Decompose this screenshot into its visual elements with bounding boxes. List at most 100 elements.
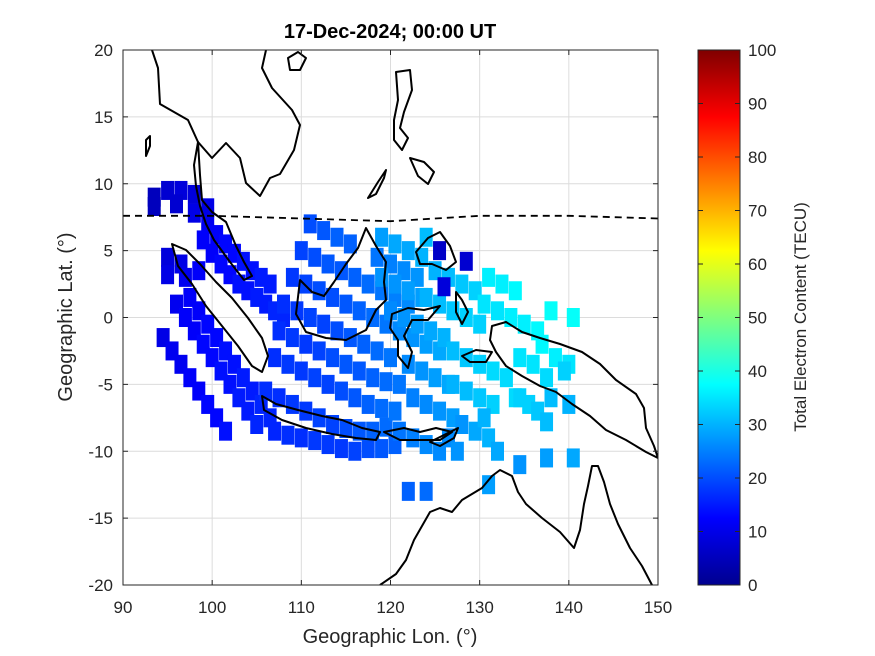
dip-equator-line xyxy=(123,214,658,223)
tec-cell xyxy=(540,368,554,388)
y-axis-ticks: 20 15 10 5 0 -5 -10 -15 -20 xyxy=(88,41,658,595)
tec-cell xyxy=(473,314,487,334)
colorbar-tick-label: 100 xyxy=(748,41,776,60)
coastline-seram xyxy=(461,349,493,363)
tec-cell xyxy=(513,388,527,408)
tec-cell xyxy=(272,321,286,341)
y-tick-label: -10 xyxy=(88,442,113,461)
coastline-borneo xyxy=(295,227,387,341)
tec-cell xyxy=(446,374,460,394)
tec-cell xyxy=(526,354,540,374)
tec-cell xyxy=(508,281,522,301)
tec-cell xyxy=(370,341,384,361)
tec-cell xyxy=(486,361,500,381)
tec-cell xyxy=(424,321,438,341)
tec-cell xyxy=(375,439,389,459)
tec-cell xyxy=(446,341,460,361)
tec-cell xyxy=(513,348,527,368)
tec-cell xyxy=(326,348,340,368)
tec-cell xyxy=(459,348,473,368)
tec-cell xyxy=(361,274,375,294)
tec-cell xyxy=(187,203,201,223)
tec-cell xyxy=(406,388,420,408)
coastline-new-guinea xyxy=(489,321,658,459)
y-tick-label: 15 xyxy=(94,108,113,127)
coastline-timor xyxy=(429,427,459,447)
tec-cells xyxy=(147,180,580,501)
tec-cell xyxy=(219,421,233,441)
colorbar xyxy=(697,49,741,586)
y-tick-label: -5 xyxy=(98,375,113,394)
tec-cell xyxy=(419,481,433,501)
y-tick-label: 20 xyxy=(94,41,113,60)
x-tick-label: 140 xyxy=(555,598,583,617)
tec-cell xyxy=(388,274,402,294)
tec-cell xyxy=(317,221,331,241)
tec-cell xyxy=(473,354,487,374)
tec-cell xyxy=(285,267,299,287)
tec-cell xyxy=(294,241,308,261)
tec-cell xyxy=(388,234,402,254)
coastline-sulawesi xyxy=(389,305,441,369)
tec-cell xyxy=(263,274,277,294)
tec-cell xyxy=(294,361,308,381)
tec-cell xyxy=(348,267,362,287)
tec-cell xyxy=(321,254,335,274)
tec-cell xyxy=(513,455,527,475)
coastline-visayas xyxy=(409,157,435,185)
coastline-sumatra xyxy=(171,243,269,373)
colorbar-tick-label: 10 xyxy=(748,523,767,542)
tec-cell xyxy=(495,274,509,294)
colorbar-tick-label: 50 xyxy=(748,309,767,328)
tec-cell xyxy=(330,321,344,341)
tec-cell xyxy=(370,247,384,267)
tec-cell xyxy=(557,361,571,381)
tec-cell xyxy=(361,439,375,459)
tec-cell xyxy=(348,441,362,461)
y-tick-label: 10 xyxy=(94,175,113,194)
tec-cell xyxy=(147,196,161,216)
tec-cell xyxy=(357,334,371,354)
coastline-java xyxy=(261,395,381,441)
tec-cell xyxy=(308,368,322,388)
tec-cell xyxy=(161,247,175,267)
tec-cell xyxy=(455,415,469,434)
tec-cell xyxy=(330,227,344,247)
tec-cell xyxy=(437,277,451,297)
tec-cell xyxy=(397,308,411,327)
tec-cell xyxy=(482,475,496,495)
colorbar-tick-label: 0 xyxy=(748,576,757,595)
tec-cell xyxy=(401,481,415,501)
coastline-malay-peninsula xyxy=(193,141,253,281)
coastline-halmahera xyxy=(455,291,469,325)
tec-cell xyxy=(401,281,415,301)
tec-cell xyxy=(299,334,313,354)
tec-cell xyxy=(379,372,393,392)
tec-cell xyxy=(428,368,442,388)
coastline-sri-lanka xyxy=(145,135,151,157)
tec-cell xyxy=(334,439,348,459)
tec-cell xyxy=(277,294,290,314)
coastline-mindanao xyxy=(415,231,457,271)
coastline-palawan xyxy=(367,169,387,199)
x-tick-label: 120 xyxy=(376,598,404,617)
x-tick-label: 90 xyxy=(114,598,133,617)
chart-title: 17-Dec-2024; 00:00 UT xyxy=(284,21,496,43)
tec-cell xyxy=(419,394,433,414)
tec-cell xyxy=(312,408,326,428)
tec-cell xyxy=(281,354,295,374)
tec-cell xyxy=(419,287,433,307)
x-tick-label: 110 xyxy=(288,598,315,617)
x-axis-label: Geographic Lon. (°) xyxy=(303,626,478,648)
tec-cell xyxy=(446,301,460,321)
tec-cell xyxy=(312,341,326,361)
tec-cell xyxy=(348,388,362,408)
coastline-hainan xyxy=(287,51,307,71)
tec-cell xyxy=(477,408,491,428)
tec-cell xyxy=(477,294,491,314)
tec-cell xyxy=(352,301,366,321)
tec-cell xyxy=(419,227,433,247)
tec-cell xyxy=(540,412,554,432)
tec-cell xyxy=(268,421,282,441)
colorbar-tick-label: 40 xyxy=(748,362,767,381)
